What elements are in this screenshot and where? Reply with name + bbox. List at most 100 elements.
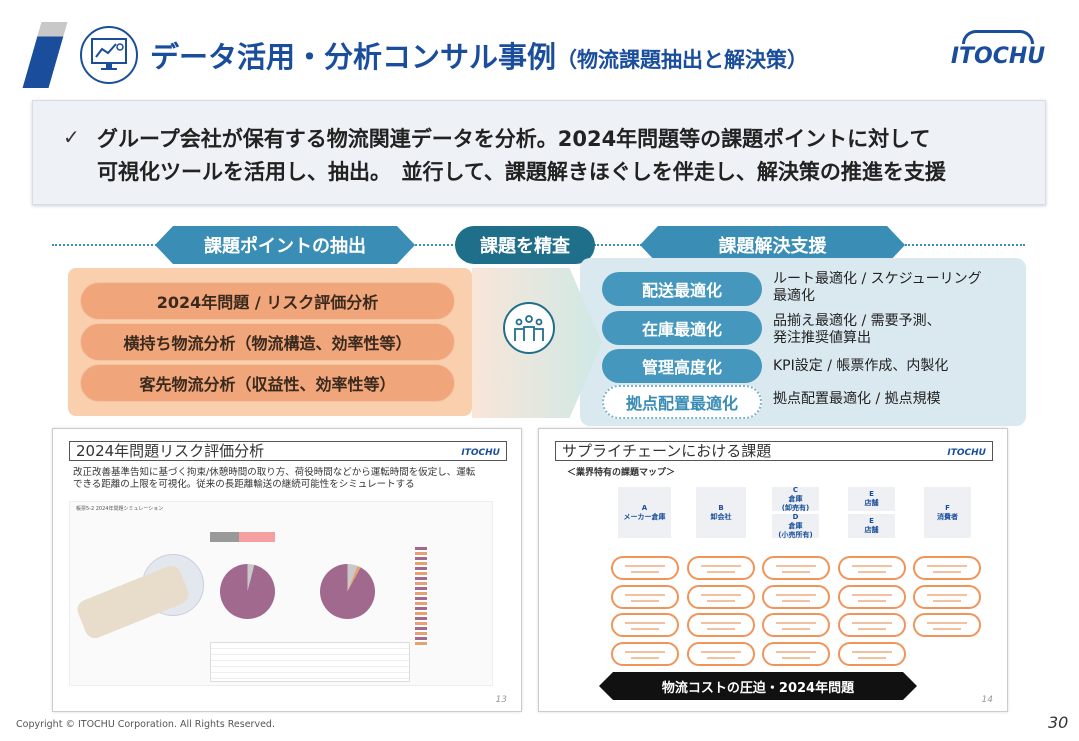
issue-pill bbox=[837, 556, 906, 580]
itochu-logo: ITOCHU bbox=[948, 30, 1048, 74]
node-name: 倉庫 bbox=[788, 494, 803, 503]
page-title: データ活用・分析コンサル事例（物流課題抽出と解決策） bbox=[150, 34, 808, 76]
desc-line: 品揃え最適化 / 需要予測、 bbox=[773, 313, 941, 329]
dashboard-screenshot: 帳票5-2 2024年問題シミュレーション bbox=[69, 501, 493, 686]
desc-line: ルート最適化 / スケジューリング bbox=[773, 271, 982, 287]
issue-pill bbox=[611, 641, 679, 666]
node-id: F bbox=[945, 503, 950, 512]
issue-pill bbox=[686, 556, 755, 580]
node-name: 店舗 bbox=[864, 499, 879, 507]
stacked-bar bbox=[210, 532, 275, 542]
desc-line: 発注推奨値算出 bbox=[773, 330, 871, 346]
issue-pill bbox=[762, 641, 830, 666]
thumb-description: 改正改善基準告知に基づく拘束/休憩時間の取り方、荷役時間などから運転時間を仮定し… bbox=[73, 467, 475, 491]
legend bbox=[415, 547, 427, 647]
node-name: 消費者 bbox=[937, 512, 958, 521]
japan-map bbox=[74, 562, 192, 642]
thumb-logo: ITOCHU bbox=[461, 448, 500, 458]
summary-line-2: 可視化ツールを活用し、抽出。 並行して、課題解きほぐしを伴走し、解決策の推進を支… bbox=[97, 160, 946, 184]
desc-line: 改正改善基準告知に基づく拘束/休憩時間の取り方、荷役時間などから運転時間を仮定し… bbox=[73, 467, 476, 478]
desc-line: できる距離の上限を可視化。従来の長距離輸送の継続可能性をシミュレートする bbox=[73, 479, 415, 490]
solution-delivery: 配送最適化 bbox=[602, 272, 762, 306]
solution-desc: 拠点配置最適化 / 拠点規模 bbox=[773, 391, 941, 407]
section-extract-header: 課題ポイントの抽出 bbox=[155, 226, 415, 264]
divider bbox=[905, 244, 1025, 246]
node-id: D bbox=[792, 512, 799, 521]
divider bbox=[52, 244, 157, 246]
slide-thumbnail-risk: 2024年問題リスク評価分析 ITOCHU 改正改善基準告知に基づく拘束/休憩時間… bbox=[52, 428, 522, 712]
node-name: 倉庫 bbox=[788, 521, 803, 530]
desc-line: 最適化 bbox=[773, 288, 815, 304]
node-name: 店舗 bbox=[864, 526, 879, 534]
node-id: E bbox=[869, 490, 874, 498]
summary-table bbox=[210, 642, 410, 682]
node-id: B bbox=[718, 503, 724, 512]
node-b: B 卸会社 bbox=[696, 487, 746, 538]
copyright: Copyright © ITOCHU Corporation. All Righ… bbox=[16, 719, 275, 730]
point-item: 客先物流分析（収益性、効率性等） bbox=[80, 364, 455, 402]
thumb-title: 2024年問題リスク評価分析 ITOCHU bbox=[69, 441, 507, 461]
issue-pill bbox=[686, 584, 755, 609]
issue-pill bbox=[913, 556, 981, 580]
issue-banner: 物流コストの圧迫・2024年問題 bbox=[599, 672, 917, 700]
issue-pill bbox=[686, 613, 755, 637]
solution-desc: ルート最適化 / スケジューリング 最適化 bbox=[773, 271, 982, 305]
thumb-page-number: 13 bbox=[495, 695, 507, 705]
issue-pill bbox=[611, 584, 679, 609]
node-e: E 店舗 bbox=[848, 514, 895, 538]
solution-desc: 品揃え最適化 / 需要予測、 発注推奨値算出 bbox=[773, 313, 941, 347]
pie-chart bbox=[320, 564, 375, 619]
issue-pill bbox=[611, 556, 679, 580]
point-item: 横持ち物流分析（物流構造、効率性等） bbox=[80, 323, 455, 361]
solution-management: 管理高度化 bbox=[602, 349, 762, 383]
title-accent-bar bbox=[22, 22, 68, 88]
solution-inventory: 在庫最適化 bbox=[602, 311, 762, 345]
thumb-title-text: サプライチェーンにおける課題 bbox=[562, 442, 772, 460]
issue-pill bbox=[837, 613, 906, 637]
section-review-header: 課題を精査 bbox=[455, 226, 595, 264]
point-item: 2024年問題 / リスク評価分析 bbox=[80, 282, 455, 320]
pie-chart bbox=[220, 564, 275, 619]
issue-pill bbox=[837, 641, 906, 666]
issue-pill bbox=[837, 584, 906, 609]
analytics-monitor-icon bbox=[80, 26, 138, 84]
slide-thumbnail-supplychain: サプライチェーンにおける課題 ITOCHU ＜業界特有の課題マップ＞ A メーカー倉… bbox=[538, 428, 1008, 712]
title-main: データ活用・分析コンサル事例 bbox=[150, 40, 557, 74]
thumb-logo: ITOCHU bbox=[947, 448, 986, 458]
thumb-subtitle: ＜業界特有の課題マップ＞ bbox=[567, 468, 676, 478]
summary-box: ✓ グループ会社が保有する物流関連データを分析。2024年問題等の課題ポイントに… bbox=[32, 100, 1046, 205]
issue-pill bbox=[762, 584, 830, 609]
issue-pill bbox=[913, 613, 981, 637]
issue-pill bbox=[913, 584, 981, 609]
page-number: 30 bbox=[1048, 713, 1069, 732]
node-id: A bbox=[641, 503, 648, 512]
node-f: F 消費者 bbox=[924, 487, 971, 538]
issue-pill bbox=[611, 613, 679, 637]
node-note: (卸売有) bbox=[781, 503, 810, 512]
divider bbox=[594, 244, 642, 246]
node-c: C 倉庫 (卸売有) bbox=[772, 485, 819, 512]
node-name: メーカー倉庫 bbox=[623, 512, 666, 521]
thumb-page-number: 14 bbox=[981, 695, 993, 705]
node-a: A メーカー倉庫 bbox=[618, 487, 671, 538]
solution-desc: KPI設定 / 帳票作成、内製化 bbox=[773, 358, 949, 374]
section-solution-header: 課題解決支援 bbox=[640, 226, 905, 264]
node-id: E bbox=[869, 517, 874, 525]
logo-text: ITOCHU bbox=[950, 44, 1046, 69]
team-people-icon bbox=[503, 302, 555, 354]
title-sub: （物流課題抽出と解決策） bbox=[556, 48, 809, 72]
node-e: E 店舗 bbox=[848, 487, 895, 511]
divider bbox=[415, 244, 457, 246]
node-d: D 倉庫 (小売所有) bbox=[772, 512, 819, 539]
solution-location: 拠点配置最適化 bbox=[602, 385, 762, 419]
thumb-title: サプライチェーンにおける課題 ITOCHU bbox=[555, 441, 993, 461]
node-id: C bbox=[792, 485, 799, 494]
issue-pill bbox=[686, 641, 755, 666]
check-icon: ✓ bbox=[63, 125, 80, 149]
issue-pill bbox=[762, 556, 830, 580]
node-note: (小売所有) bbox=[778, 530, 813, 539]
thumb-title-text: 2024年問題リスク評価分析 bbox=[76, 442, 265, 460]
dashboard-title: 帳票5-2 2024年問題シミュレーション bbox=[76, 506, 164, 512]
summary-line-1: グループ会社が保有する物流関連データを分析。2024年問題等の課題ポイントに対し… bbox=[97, 127, 931, 151]
node-name: 卸会社 bbox=[710, 512, 732, 521]
